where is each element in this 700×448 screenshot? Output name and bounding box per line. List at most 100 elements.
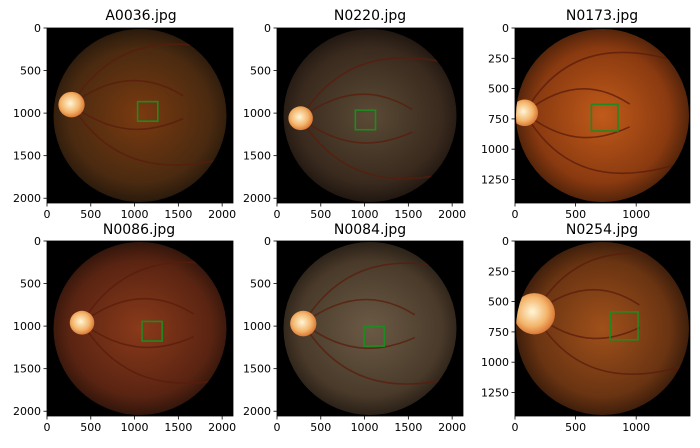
y-tick-label: 0 (502, 235, 509, 248)
y-tick-label: 250 (488, 52, 509, 65)
vessel (81, 297, 195, 324)
vessel (524, 87, 631, 114)
panel-4-title: N0086.jpg (103, 222, 175, 238)
bounding-box (354, 109, 377, 131)
y-tick-label: 750 (488, 326, 509, 339)
x-tick-label: 0 (44, 208, 51, 221)
y-tick-label: 500 (250, 65, 271, 78)
x-tick-label: 0 (274, 421, 281, 434)
optic-disc (58, 91, 85, 118)
y-tick-label: 0 (264, 235, 271, 248)
bounding-box (590, 103, 619, 132)
vessel (302, 323, 457, 385)
fundus-content (516, 242, 689, 415)
y-tick-label: 1000 (481, 143, 509, 156)
x-tick-label: 0 (512, 208, 519, 221)
y-tick-label: 0 (34, 235, 41, 248)
axes-frame (276, 240, 464, 417)
bounding-box (141, 320, 163, 342)
fundus-image (516, 29, 689, 202)
x-tick-label: 500 (80, 208, 101, 221)
x-tick-label: 1000 (351, 421, 379, 434)
y-tick-label: 1000 (481, 356, 509, 369)
y-tick-label: 2000 (13, 405, 41, 418)
y-tick-label: 500 (250, 278, 271, 291)
x-tick-label: 0 (44, 421, 51, 434)
bounding-box (136, 100, 159, 123)
x-tick-label: 500 (310, 208, 331, 221)
vessel (70, 104, 227, 166)
y-tick-label: 500 (488, 296, 509, 309)
axes-frame (276, 27, 464, 204)
fundus-image (53, 29, 227, 202)
vessel (302, 298, 416, 325)
x-tick-label: 1500 (164, 208, 192, 221)
y-tick-label: 1500 (13, 150, 41, 163)
vessel (302, 322, 416, 350)
x-tick-label: 1500 (164, 421, 192, 434)
optic-disc (69, 310, 95, 335)
x-tick-label: 2000 (438, 208, 466, 221)
axes-frame (46, 27, 234, 204)
optic-disc (516, 293, 555, 335)
vessel (524, 51, 674, 114)
x-tick-label: 500 (565, 421, 586, 434)
x-tick-label: 500 (565, 208, 586, 221)
y-tick-label: 500 (20, 278, 41, 291)
y-tick-label: 500 (20, 65, 41, 78)
x-tick-label: 1000 (622, 208, 650, 221)
x-tick-label: 2000 (438, 421, 466, 434)
vessel (300, 117, 413, 144)
y-tick-label: 1500 (243, 150, 271, 163)
panel-6-title: N0254.jpg (566, 222, 638, 238)
panel-6: 0 500 1000 0 250 500 750 1000 1250 (481, 235, 691, 434)
y-tick-label: 1000 (243, 107, 271, 120)
x-tick-label: 1000 (121, 208, 149, 221)
y-tick-label: 0 (502, 22, 509, 35)
vessel (524, 112, 631, 139)
vessel (71, 103, 184, 131)
y-tick-label: 750 (488, 113, 509, 126)
panel-1-title: A0036.jpg (105, 8, 176, 24)
y-tick-label: 2000 (13, 192, 41, 205)
y-tick-label: 0 (264, 22, 271, 35)
bounding-box (609, 311, 639, 341)
y-tick-label: 1500 (243, 363, 271, 376)
fundus-content (516, 29, 689, 202)
panel-2-title: N0220.jpg (334, 8, 406, 24)
y-tick-label: 2000 (243, 192, 271, 205)
y-tick-label: 2000 (243, 405, 271, 418)
y-tick-label: 1250 (481, 386, 509, 399)
x-tick-label: 0 (274, 208, 281, 221)
x-tick-label: 1000 (121, 421, 149, 434)
bounding-box (363, 325, 386, 347)
vessel (71, 79, 184, 106)
panel-5-title: N0084.jpg (334, 222, 406, 238)
vessel (524, 112, 674, 175)
fundus-content (53, 29, 227, 202)
x-tick-label: 500 (80, 421, 101, 434)
y-tick-label: 500 (488, 83, 509, 96)
x-tick-label: 2000 (208, 421, 236, 434)
fundus-content (283, 242, 457, 415)
optic-disc (290, 310, 317, 337)
fundus-content (283, 29, 457, 202)
x-tick-label: 1500 (394, 208, 422, 221)
x-tick-label: 500 (310, 421, 331, 434)
x-tick-label: 0 (512, 421, 519, 434)
y-tick-label: 1000 (13, 320, 41, 333)
x-tick-label: 1000 (622, 421, 650, 434)
y-tick-label: 250 (488, 265, 509, 278)
optic-disc (516, 99, 539, 127)
vessel (533, 313, 684, 375)
y-tick-label: 1250 (481, 173, 509, 186)
y-tick-label: 1500 (13, 363, 41, 376)
x-tick-label: 1500 (394, 421, 422, 434)
vessel (300, 93, 413, 119)
